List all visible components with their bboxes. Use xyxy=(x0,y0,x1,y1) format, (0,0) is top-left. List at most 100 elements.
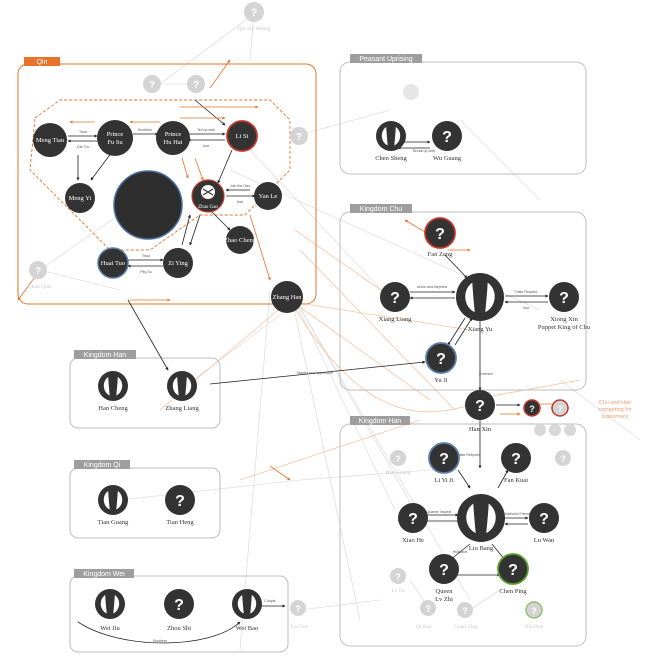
svg-text:?: ? xyxy=(395,454,401,464)
label-zi-ying: Zi Ying xyxy=(168,260,189,267)
svg-text:?: ? xyxy=(193,80,199,91)
label-xiong-xin-2: Puppet King of Chu xyxy=(538,324,591,331)
edge-label: Trust xyxy=(79,130,87,134)
node-zhang-han[interactable]: Zhang Han xyxy=(271,281,303,313)
label-xiong-xin-1: Xiong Xin xyxy=(550,316,578,323)
label-yu-ji: Yu Ji xyxy=(434,377,447,384)
faint-node-label: Lv Fu xyxy=(391,588,405,594)
node-tian-guang[interactable]: Tian Guang xyxy=(98,485,129,526)
label-chen-sheng: Chen Sheng xyxy=(375,155,407,162)
node-zi-ying[interactable]: Zi Ying xyxy=(163,248,193,278)
group-title-qin: Qin xyxy=(37,59,48,66)
edge-label: Couple xyxy=(264,599,275,603)
side-note-line-2: competing for xyxy=(598,407,631,413)
node-xiao-he[interactable]: ? Xiao He xyxy=(398,503,428,544)
node-meng-yi[interactable]: Meng Yi xyxy=(65,183,95,213)
node-fan-kuai[interactable]: ? Fan Kuai xyxy=(501,443,531,484)
label-liu-bang: Liu Bang xyxy=(469,545,494,552)
edge-label: Brothers xyxy=(153,639,167,643)
node-yu-ji[interactable]: ? Yu Ji xyxy=(425,342,457,384)
label-zhang-han: Zhang Han xyxy=(272,294,302,301)
node-prince-fusu[interactable]: Prince Fu Su xyxy=(97,120,133,156)
node-zhang-liang[interactable]: Zhang Liang xyxy=(165,371,199,412)
group-wei: Kingdom Wei xyxy=(69,569,289,653)
faint-node-label: Qin Shi Huang xyxy=(238,26,271,32)
node-han-cheng[interactable]: Han Cheng xyxy=(98,371,128,412)
svg-text:?: ? xyxy=(436,351,446,368)
dark-edges xyxy=(67,99,549,644)
node-zhao-cheng[interactable]: Zhao Cheng xyxy=(224,226,257,254)
svg-text:?: ? xyxy=(442,129,452,146)
label-fan-kuai: Fan Kuai xyxy=(504,477,528,484)
label-li-si: Li Si xyxy=(236,133,249,140)
label-huai-tuo: Huai Tuo xyxy=(101,260,125,267)
label-prince-huhai-2: Hu Hai xyxy=(164,139,183,146)
node-wei-jiu[interactable]: Wei Jiu xyxy=(95,589,125,632)
edge-labels: Trust Dis-Tru Brothers Tell up with Use … xyxy=(77,128,537,643)
group-title-wei: Kingdom Wei xyxy=(83,571,125,578)
node-tian-heng[interactable]: ? Tian Heng xyxy=(165,485,195,526)
node-han-xin-ally-2[interactable]: ? xyxy=(551,399,569,417)
svg-text:?: ? xyxy=(149,80,155,91)
node-liu-bang[interactable]: Liu Bang xyxy=(457,494,505,552)
node-chen-sheng[interactable]: Chen Sheng xyxy=(375,121,408,162)
node-huai-tuo[interactable]: Huai Tuo xyxy=(97,247,129,279)
label-xiang-yu: Xiang Yu xyxy=(468,326,493,333)
svg-text:?: ? xyxy=(174,597,184,614)
edge-label: Enemies xyxy=(479,372,493,376)
node-zhao-gao[interactable]: Zhao Gao xyxy=(191,179,225,213)
node-xiong-xin[interactable]: ? Xiong Xin Puppet King of Chu xyxy=(538,282,591,331)
node-yan-le[interactable]: Yan Le xyxy=(254,182,282,210)
node-qin-emperor[interactable] xyxy=(113,170,183,240)
label-zhao-gao: Zhao Gao xyxy=(198,205,218,210)
svg-text:?: ? xyxy=(511,451,521,468)
svg-text:?: ? xyxy=(295,604,301,614)
node-li-yiji[interactable]: ? Li Yi Ji xyxy=(428,442,460,484)
node-li-si[interactable]: Li Si xyxy=(226,120,258,152)
group-chu: Kingdom Chu xyxy=(339,204,587,391)
node-han-xin-ally-1[interactable]: ? xyxy=(523,399,541,417)
node-meng-tian[interactable]: . Meng Tian xyxy=(33,123,67,157)
svg-text:?: ? xyxy=(462,606,468,616)
edge-label: Pity-Su xyxy=(140,270,152,274)
node-wei-bao[interactable]: Wei Bao xyxy=(232,589,262,632)
node-wu-guang[interactable]: ? Wu Guang xyxy=(432,121,462,162)
label-queen-lv-zhi-1: Queen xyxy=(436,588,454,595)
label-prince-fusu-1: Prince xyxy=(107,131,124,138)
node-lu-wan[interactable]: ? Lu Wan xyxy=(529,503,559,544)
edge-label: Quarter Inspect xyxy=(427,510,452,514)
node-prince-huhai[interactable]: Prince Hu Hai xyxy=(156,121,190,155)
label-han-xin: Han Xin xyxy=(469,426,492,433)
svg-text:?: ? xyxy=(408,511,418,528)
group-qin: Qin xyxy=(17,57,317,305)
group-title-han-kingdom: Kingdom Han xyxy=(84,352,127,359)
edge-label: False Respect xyxy=(515,290,538,294)
svg-text:?: ? xyxy=(175,493,185,510)
faint-node-label: Guan Ying xyxy=(454,624,478,630)
label-zhou-shi: Zhou Shi xyxy=(167,625,191,632)
svg-text:?: ? xyxy=(439,562,449,579)
label-yan-le: Yan Le xyxy=(259,193,278,200)
node-zhou-shi[interactable]: ? Zhou Shi xyxy=(164,589,194,632)
node-chen-ping[interactable]: ? Chen Ping xyxy=(497,553,529,595)
label-prince-huhai-1: Prince xyxy=(165,131,182,138)
label-li-yiji: Li Yi Ji xyxy=(434,477,453,484)
label-chen-ping: Chen Ping xyxy=(499,588,527,595)
label-fan-zeng: Fan Zeng xyxy=(428,251,453,258)
node-han-xin[interactable]: ? Han Xin xyxy=(465,390,495,433)
svg-text:?: ? xyxy=(390,290,400,307)
svg-text:?: ? xyxy=(508,562,518,579)
group-title-chu: Kingdom Chu xyxy=(360,206,403,213)
svg-text:?: ? xyxy=(35,266,41,277)
svg-text:?: ? xyxy=(296,132,302,143)
edge-label: Trust xyxy=(142,254,150,258)
node-xiang-yu[interactable]: Xiang Yu xyxy=(456,273,504,333)
node-fan-zeng[interactable]: ? Fan Zeng xyxy=(424,217,456,258)
group-title-han-dynasty: Kingdom Han xyxy=(359,418,402,425)
group-title-qi: Kingdom Qi xyxy=(84,462,121,469)
label-wu-guang: Wu Guang xyxy=(433,155,462,162)
group-peasant: Peasant Uprising xyxy=(339,54,587,175)
node-queen-lv-zhi[interactable]: ? Queen Lv Zhi xyxy=(429,554,459,603)
node-xiang-liang[interactable]: ? Xiang Liang xyxy=(379,282,412,323)
